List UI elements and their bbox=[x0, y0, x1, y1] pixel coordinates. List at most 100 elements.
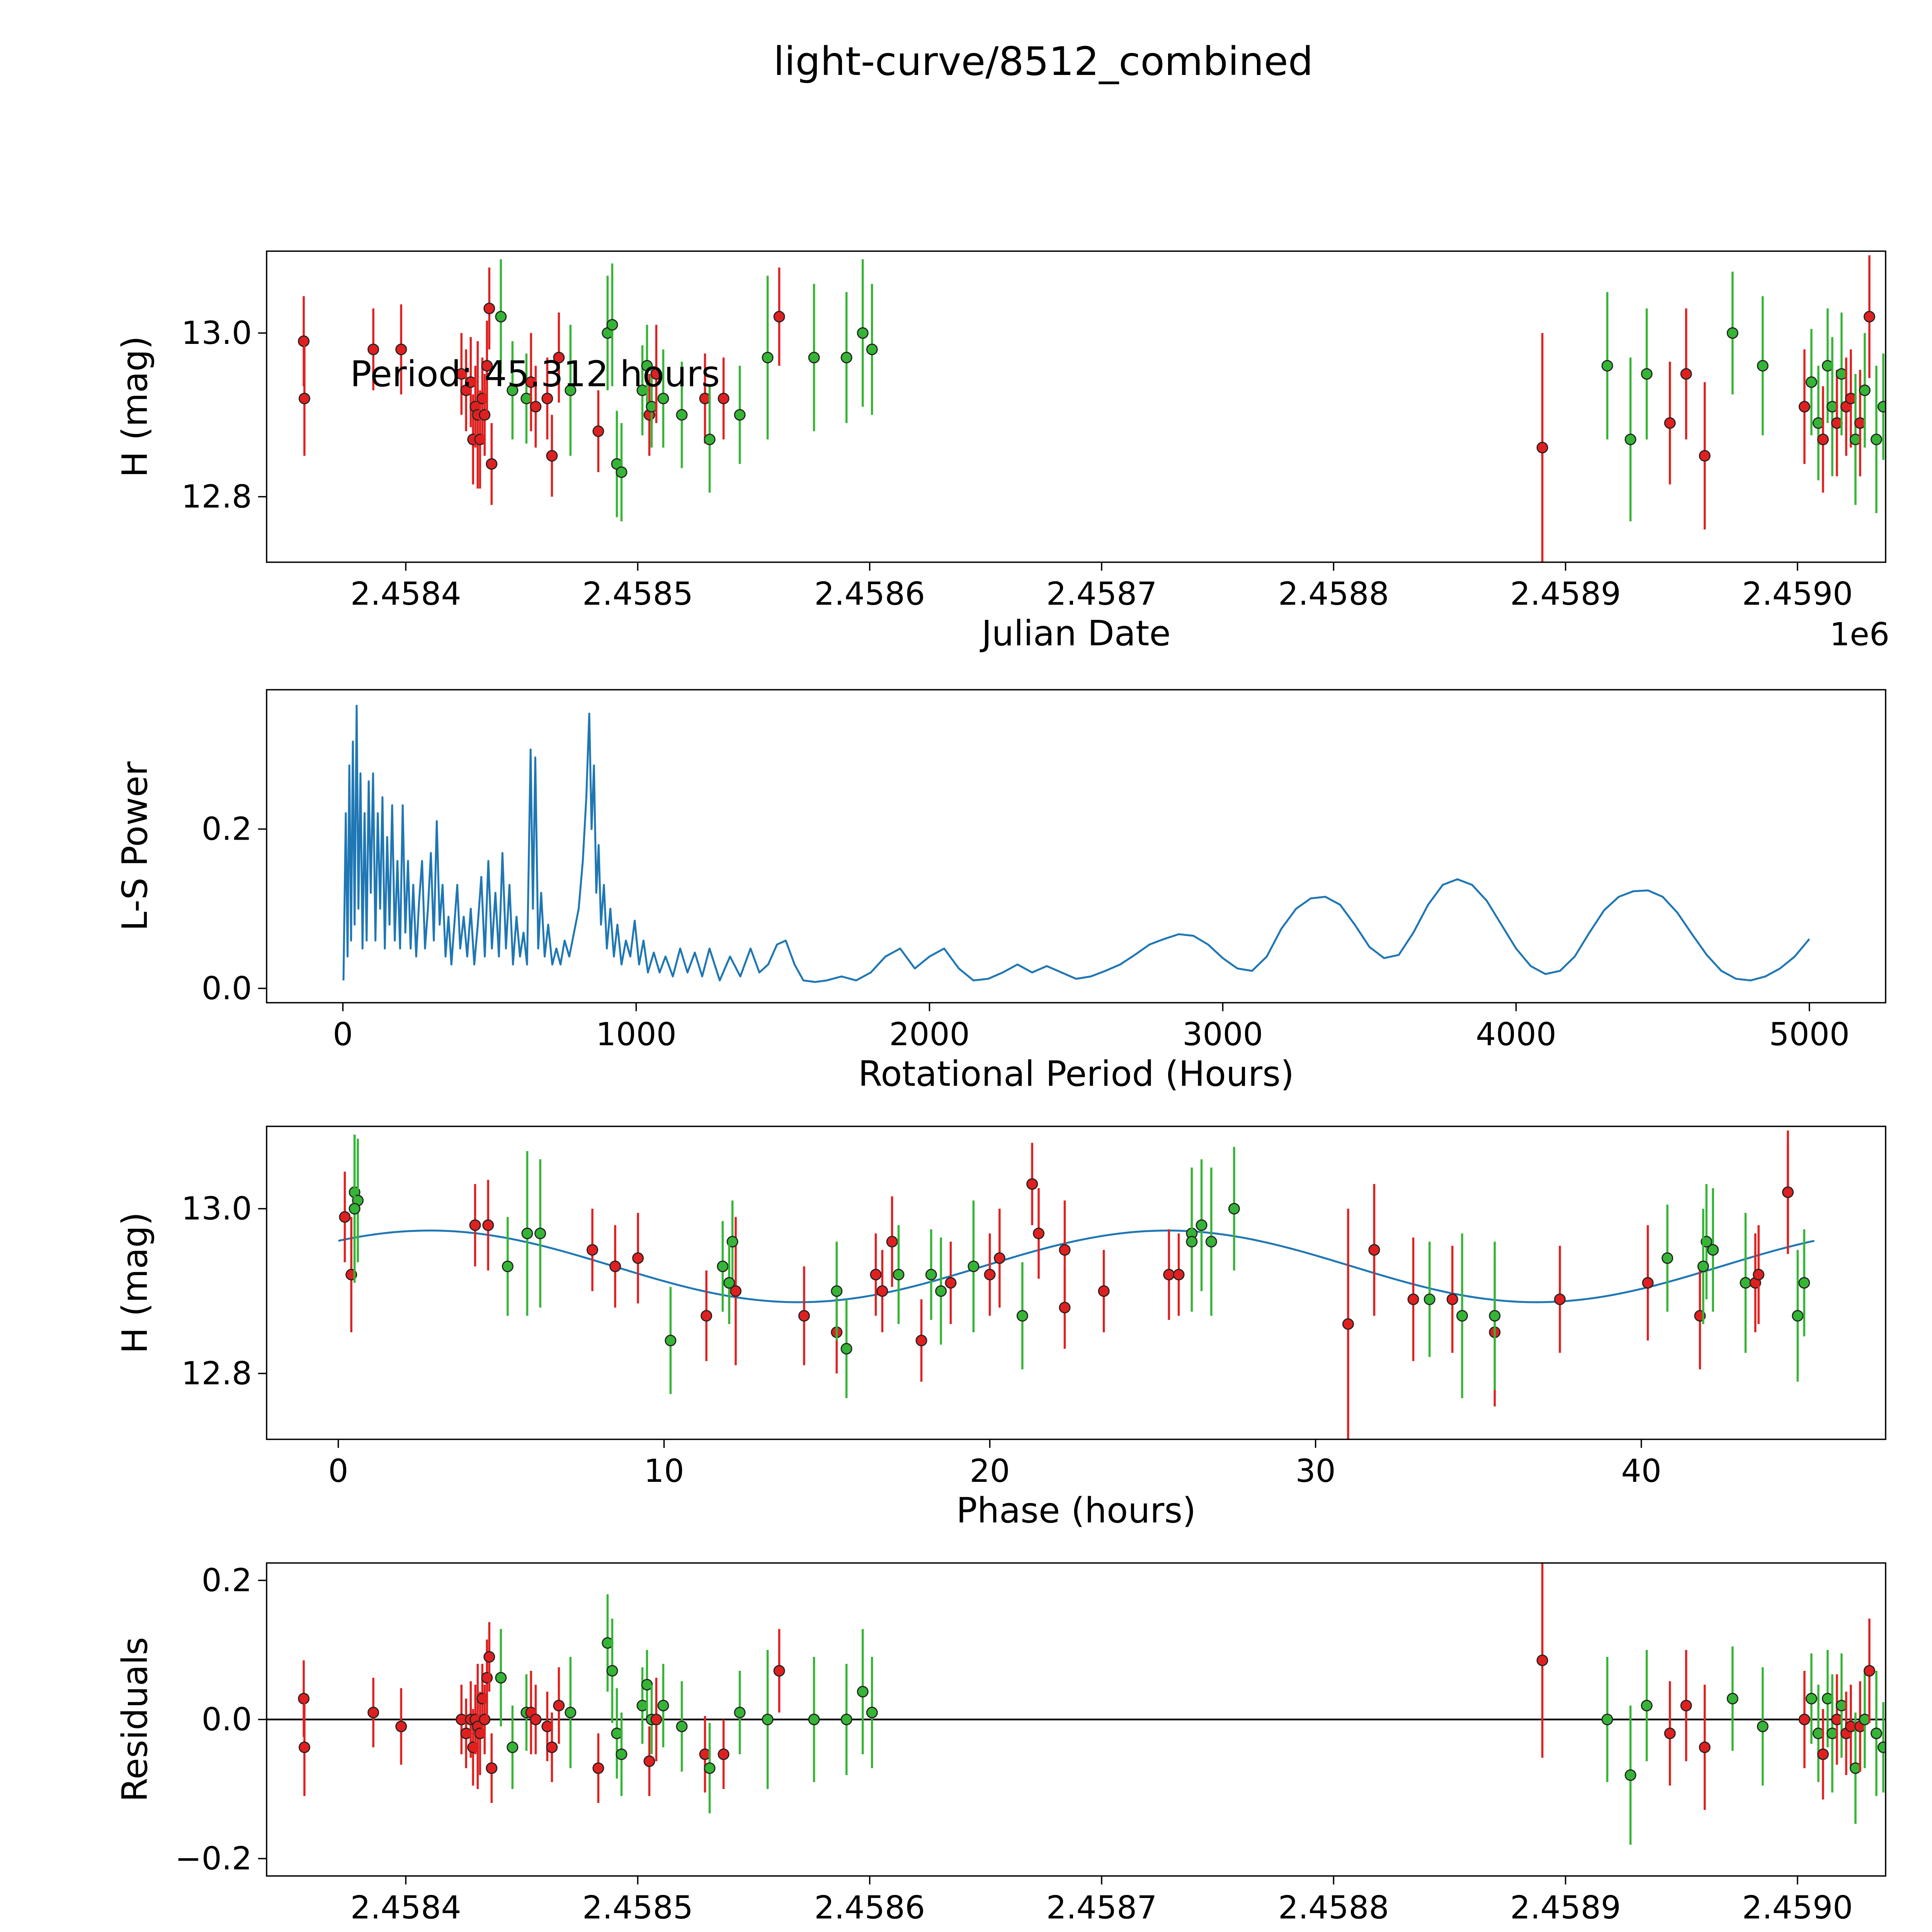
data-point bbox=[1680, 368, 1692, 380]
data-point bbox=[530, 401, 542, 413]
data-point bbox=[1757, 360, 1769, 372]
data-point bbox=[1798, 401, 1810, 413]
x-tick-label: 40 bbox=[1621, 1453, 1662, 1490]
ls-periodogram-data bbox=[342, 704, 1810, 983]
data-point bbox=[606, 1665, 618, 1677]
x-tick-label: 20 bbox=[969, 1453, 1010, 1490]
x-tick-label: 0 bbox=[333, 1016, 353, 1053]
data-point bbox=[665, 1335, 677, 1347]
data-point bbox=[1446, 1293, 1458, 1305]
data-point bbox=[1059, 1244, 1071, 1256]
data-point bbox=[1699, 1742, 1711, 1753]
x-tick-label: 1000 bbox=[596, 1016, 677, 1053]
data-point bbox=[730, 1285, 742, 1297]
data-point bbox=[1680, 1700, 1692, 1711]
data-point bbox=[723, 1277, 735, 1289]
data-point bbox=[840, 352, 852, 364]
data-point bbox=[876, 1285, 888, 1297]
x-tick-label: 30 bbox=[1295, 1453, 1335, 1490]
y-tick-label: 12.8 bbox=[181, 1355, 252, 1392]
light-curve-vs-jd-data bbox=[298, 255, 1886, 562]
data-point bbox=[1805, 1693, 1817, 1704]
y-axis-label: Residuals bbox=[115, 1637, 155, 1802]
data-point bbox=[762, 1714, 774, 1725]
data-point bbox=[481, 360, 493, 372]
residuals-vs-jd: 2.4584 2.4585 2.4586 2.4587 2.4588 2.4589 2.45… bbox=[115, 1562, 1889, 1932]
data-point bbox=[507, 1742, 519, 1753]
data-point bbox=[773, 1665, 785, 1677]
x-tick-label: 4000 bbox=[1476, 1016, 1556, 1053]
data-point bbox=[1753, 1269, 1765, 1281]
data-point bbox=[1624, 1769, 1636, 1781]
data-point bbox=[840, 1343, 852, 1355]
data-point bbox=[968, 1260, 980, 1272]
data-point bbox=[481, 1672, 493, 1684]
data-point bbox=[840, 1714, 852, 1725]
y-tick-label: 0.2 bbox=[202, 811, 252, 848]
data-point bbox=[1798, 1714, 1810, 1725]
data-point bbox=[1782, 1186, 1794, 1198]
axis-offset-label: 1e6 bbox=[1830, 1930, 1889, 1932]
data-point bbox=[650, 1714, 662, 1725]
data-point bbox=[483, 1651, 495, 1663]
periodogram-line bbox=[342, 704, 1810, 983]
data-point bbox=[495, 311, 507, 323]
data-point bbox=[773, 311, 785, 323]
data-point bbox=[483, 303, 495, 315]
x-axis-label: Rotational Period (Hours) bbox=[858, 1054, 1294, 1094]
data-point bbox=[718, 393, 730, 405]
axes-spines bbox=[266, 1126, 1886, 1440]
y-tick-label: 0.2 bbox=[202, 1562, 252, 1599]
data-point bbox=[1817, 434, 1829, 446]
data-point bbox=[298, 393, 310, 405]
data-point bbox=[893, 1269, 905, 1281]
data-point bbox=[704, 1762, 716, 1774]
data-point bbox=[1026, 1178, 1038, 1190]
data-point bbox=[808, 1714, 820, 1725]
data-point bbox=[507, 384, 519, 396]
x-tick-label: 2.4589 bbox=[1510, 1889, 1621, 1926]
data-point bbox=[1726, 327, 1738, 339]
x-tick-label: 2.4586 bbox=[814, 1889, 925, 1926]
data-point bbox=[367, 1707, 379, 1718]
data-point bbox=[530, 1714, 542, 1725]
x-tick-label: 2.4587 bbox=[1046, 1889, 1157, 1926]
data-point bbox=[866, 1707, 878, 1718]
data-point bbox=[857, 1686, 869, 1697]
data-point bbox=[1726, 1693, 1738, 1704]
data-point bbox=[546, 1742, 558, 1753]
data-point bbox=[993, 1252, 1005, 1264]
phased-light-curve-data bbox=[338, 1130, 1815, 1439]
data-point bbox=[1863, 311, 1875, 323]
data-point bbox=[541, 393, 553, 405]
data-point bbox=[1707, 1244, 1719, 1256]
data-point bbox=[1641, 368, 1653, 380]
data-point bbox=[945, 1277, 957, 1289]
phased-light-curve: 0 10 20 30 40 12.8 13.0 Phase (hours) H (mag) bbox=[115, 1126, 1886, 1531]
data-point bbox=[650, 368, 662, 380]
data-point bbox=[479, 1714, 491, 1725]
data-point bbox=[1601, 1714, 1613, 1725]
data-point bbox=[546, 450, 558, 462]
y-tick-label: 13.0 bbox=[181, 315, 252, 352]
axes-spines bbox=[266, 250, 1886, 563]
x-tick-label: 5000 bbox=[1769, 1016, 1850, 1053]
data-point bbox=[1662, 1252, 1673, 1264]
data-point bbox=[762, 352, 774, 364]
data-point bbox=[925, 1269, 937, 1281]
data-point bbox=[1033, 1228, 1045, 1240]
figure-title: light-curve/8512_combined bbox=[773, 39, 1313, 85]
x-tick-label: 2000 bbox=[889, 1016, 970, 1053]
data-point bbox=[808, 352, 820, 364]
data-point bbox=[486, 1762, 498, 1774]
data-point bbox=[1342, 1318, 1354, 1330]
data-point bbox=[1536, 1655, 1548, 1666]
data-point bbox=[1697, 1260, 1709, 1272]
data-point bbox=[1878, 401, 1886, 413]
data-point bbox=[1163, 1269, 1175, 1281]
data-point bbox=[565, 1707, 577, 1718]
data-point bbox=[1757, 1721, 1769, 1732]
data-point bbox=[1792, 1310, 1804, 1322]
x-axis-label: Phase (hours) bbox=[956, 1490, 1196, 1531]
